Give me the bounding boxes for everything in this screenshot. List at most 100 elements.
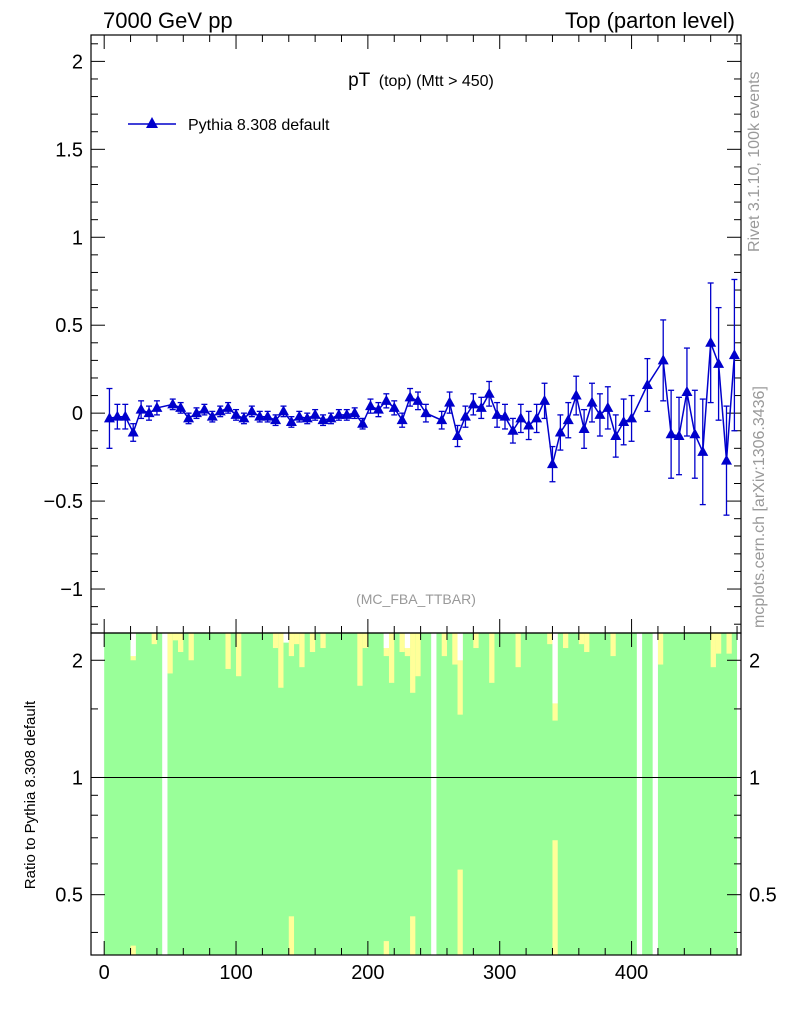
ratio-ytick-label-left: 1 [72, 767, 83, 789]
ratio-xtick-label: 0 [99, 962, 110, 984]
ratio-band-empty-top [130, 633, 136, 657]
data-point [539, 394, 551, 405]
ratio-band-gap [636, 633, 643, 955]
data-point [459, 410, 471, 421]
data-point [246, 405, 258, 416]
ratio-bands [91, 633, 741, 955]
data-point [610, 430, 622, 441]
ratio-band-outer-top [288, 633, 295, 657]
ratio-band-outer-bottom [552, 840, 558, 955]
data-point [499, 410, 511, 421]
data-point [720, 454, 732, 465]
ratio-band-outer-top [294, 633, 300, 645]
data-point [602, 401, 614, 412]
main-ytick-label: 1 [72, 227, 83, 249]
ratio-band-empty-top [457, 633, 463, 661]
data-point [594, 408, 606, 419]
legend-label: Pythia 8.308 default [188, 117, 330, 134]
mcplots-label: mcplots.cern.ch [arXiv:1306.3436] [751, 386, 768, 628]
data-point [452, 430, 464, 441]
data-point [111, 410, 123, 421]
ratio-band-outer-top [178, 633, 184, 653]
ratio-band-empty-top [552, 633, 558, 704]
ratio-band-outer-top [399, 633, 405, 653]
data-point [515, 412, 527, 423]
ratio-ytick-label-right: 0.5 [749, 885, 777, 907]
analysis-watermark: (MC_FBA_TTBAR) [356, 591, 476, 607]
data-point [309, 408, 321, 419]
ratio-band-outer-bottom [457, 869, 463, 955]
rivet-label: Rivet 3.1.10, 100k events [746, 71, 763, 252]
data-point [190, 407, 202, 418]
data-point [554, 426, 566, 437]
data-point [380, 394, 392, 405]
data-point [570, 389, 582, 400]
ratio-band-outer-top [578, 633, 585, 645]
header-right: Top (parton level) [565, 8, 735, 33]
plot-title: pT (top) (Mtt > 450) [348, 70, 494, 91]
series-layer [103, 278, 740, 516]
data-point [183, 412, 195, 423]
ratio-band-outer-top [715, 633, 722, 654]
data-point [467, 398, 479, 409]
data-point [412, 394, 424, 405]
ratio-ytick-label-right: 1 [749, 767, 760, 789]
data-point [507, 424, 519, 435]
plot-title-sub: (top) (Mtt > 450) [379, 73, 494, 90]
ratio-band-outer-top [278, 633, 284, 688]
data-point [301, 412, 313, 423]
data-point [119, 410, 131, 421]
header-left: 7000 GeV pp [103, 8, 233, 33]
main-ytick-label: −1 [60, 579, 83, 601]
ratio-band-outer-top [452, 633, 458, 665]
ratio-band-outer-top [188, 633, 194, 661]
data-point [277, 405, 289, 416]
data-point [626, 412, 638, 423]
data-point [388, 401, 400, 412]
main-ytick-label: 0 [72, 403, 83, 425]
data-point [523, 419, 535, 430]
ratio-xtick-label: 200 [351, 962, 384, 984]
ratio-band-outer-top [515, 633, 521, 668]
data-point [483, 387, 495, 398]
data-point [365, 400, 377, 411]
ratio-band-outer-bottom [288, 916, 295, 955]
ratio-band-outer-top [172, 633, 179, 641]
main-ytick-label: 0.5 [55, 315, 83, 337]
data-point [262, 410, 274, 421]
ratio-band-outer-top [473, 633, 479, 649]
ratio-band-outer-top [489, 633, 495, 683]
ratio-band-outer-top [167, 633, 173, 674]
data-point [641, 379, 653, 390]
ratio-band-outer-top [547, 633, 553, 645]
ratio-band-outer-top [410, 633, 416, 693]
ratio-band-outer-top [415, 633, 421, 677]
ratio-band-outer-top [362, 633, 368, 649]
ratio-band-outer-bottom [130, 945, 136, 955]
data-point [238, 412, 250, 423]
ratio-band-outer-top [457, 633, 463, 715]
data-point [222, 401, 234, 412]
data-point [562, 414, 574, 425]
data-point [444, 396, 456, 407]
data-point [396, 414, 408, 425]
ratio-ytick-label-left: 2 [72, 650, 83, 672]
data-point [491, 408, 503, 419]
ratio-ylabel: Ratio to Pythia 8.308 default [22, 700, 39, 889]
plot-title-main: pT [348, 70, 371, 91]
data-point [143, 407, 155, 418]
ratio-band-inner [104, 633, 738, 955]
data-point [151, 401, 163, 412]
ratio-band-empty-top [404, 633, 411, 649]
data-point [254, 410, 266, 421]
data-point [618, 415, 630, 426]
data-point [665, 428, 677, 439]
legend-marker [146, 117, 158, 128]
ratio-band-outer-top [151, 633, 157, 645]
data-point [531, 412, 543, 423]
data-point [420, 407, 432, 418]
ratio-band-outer-top [657, 633, 664, 665]
ratio-ytick-label-left: 0.5 [55, 885, 83, 907]
ratio-band-outer-top [299, 633, 305, 668]
data-point [270, 414, 282, 425]
